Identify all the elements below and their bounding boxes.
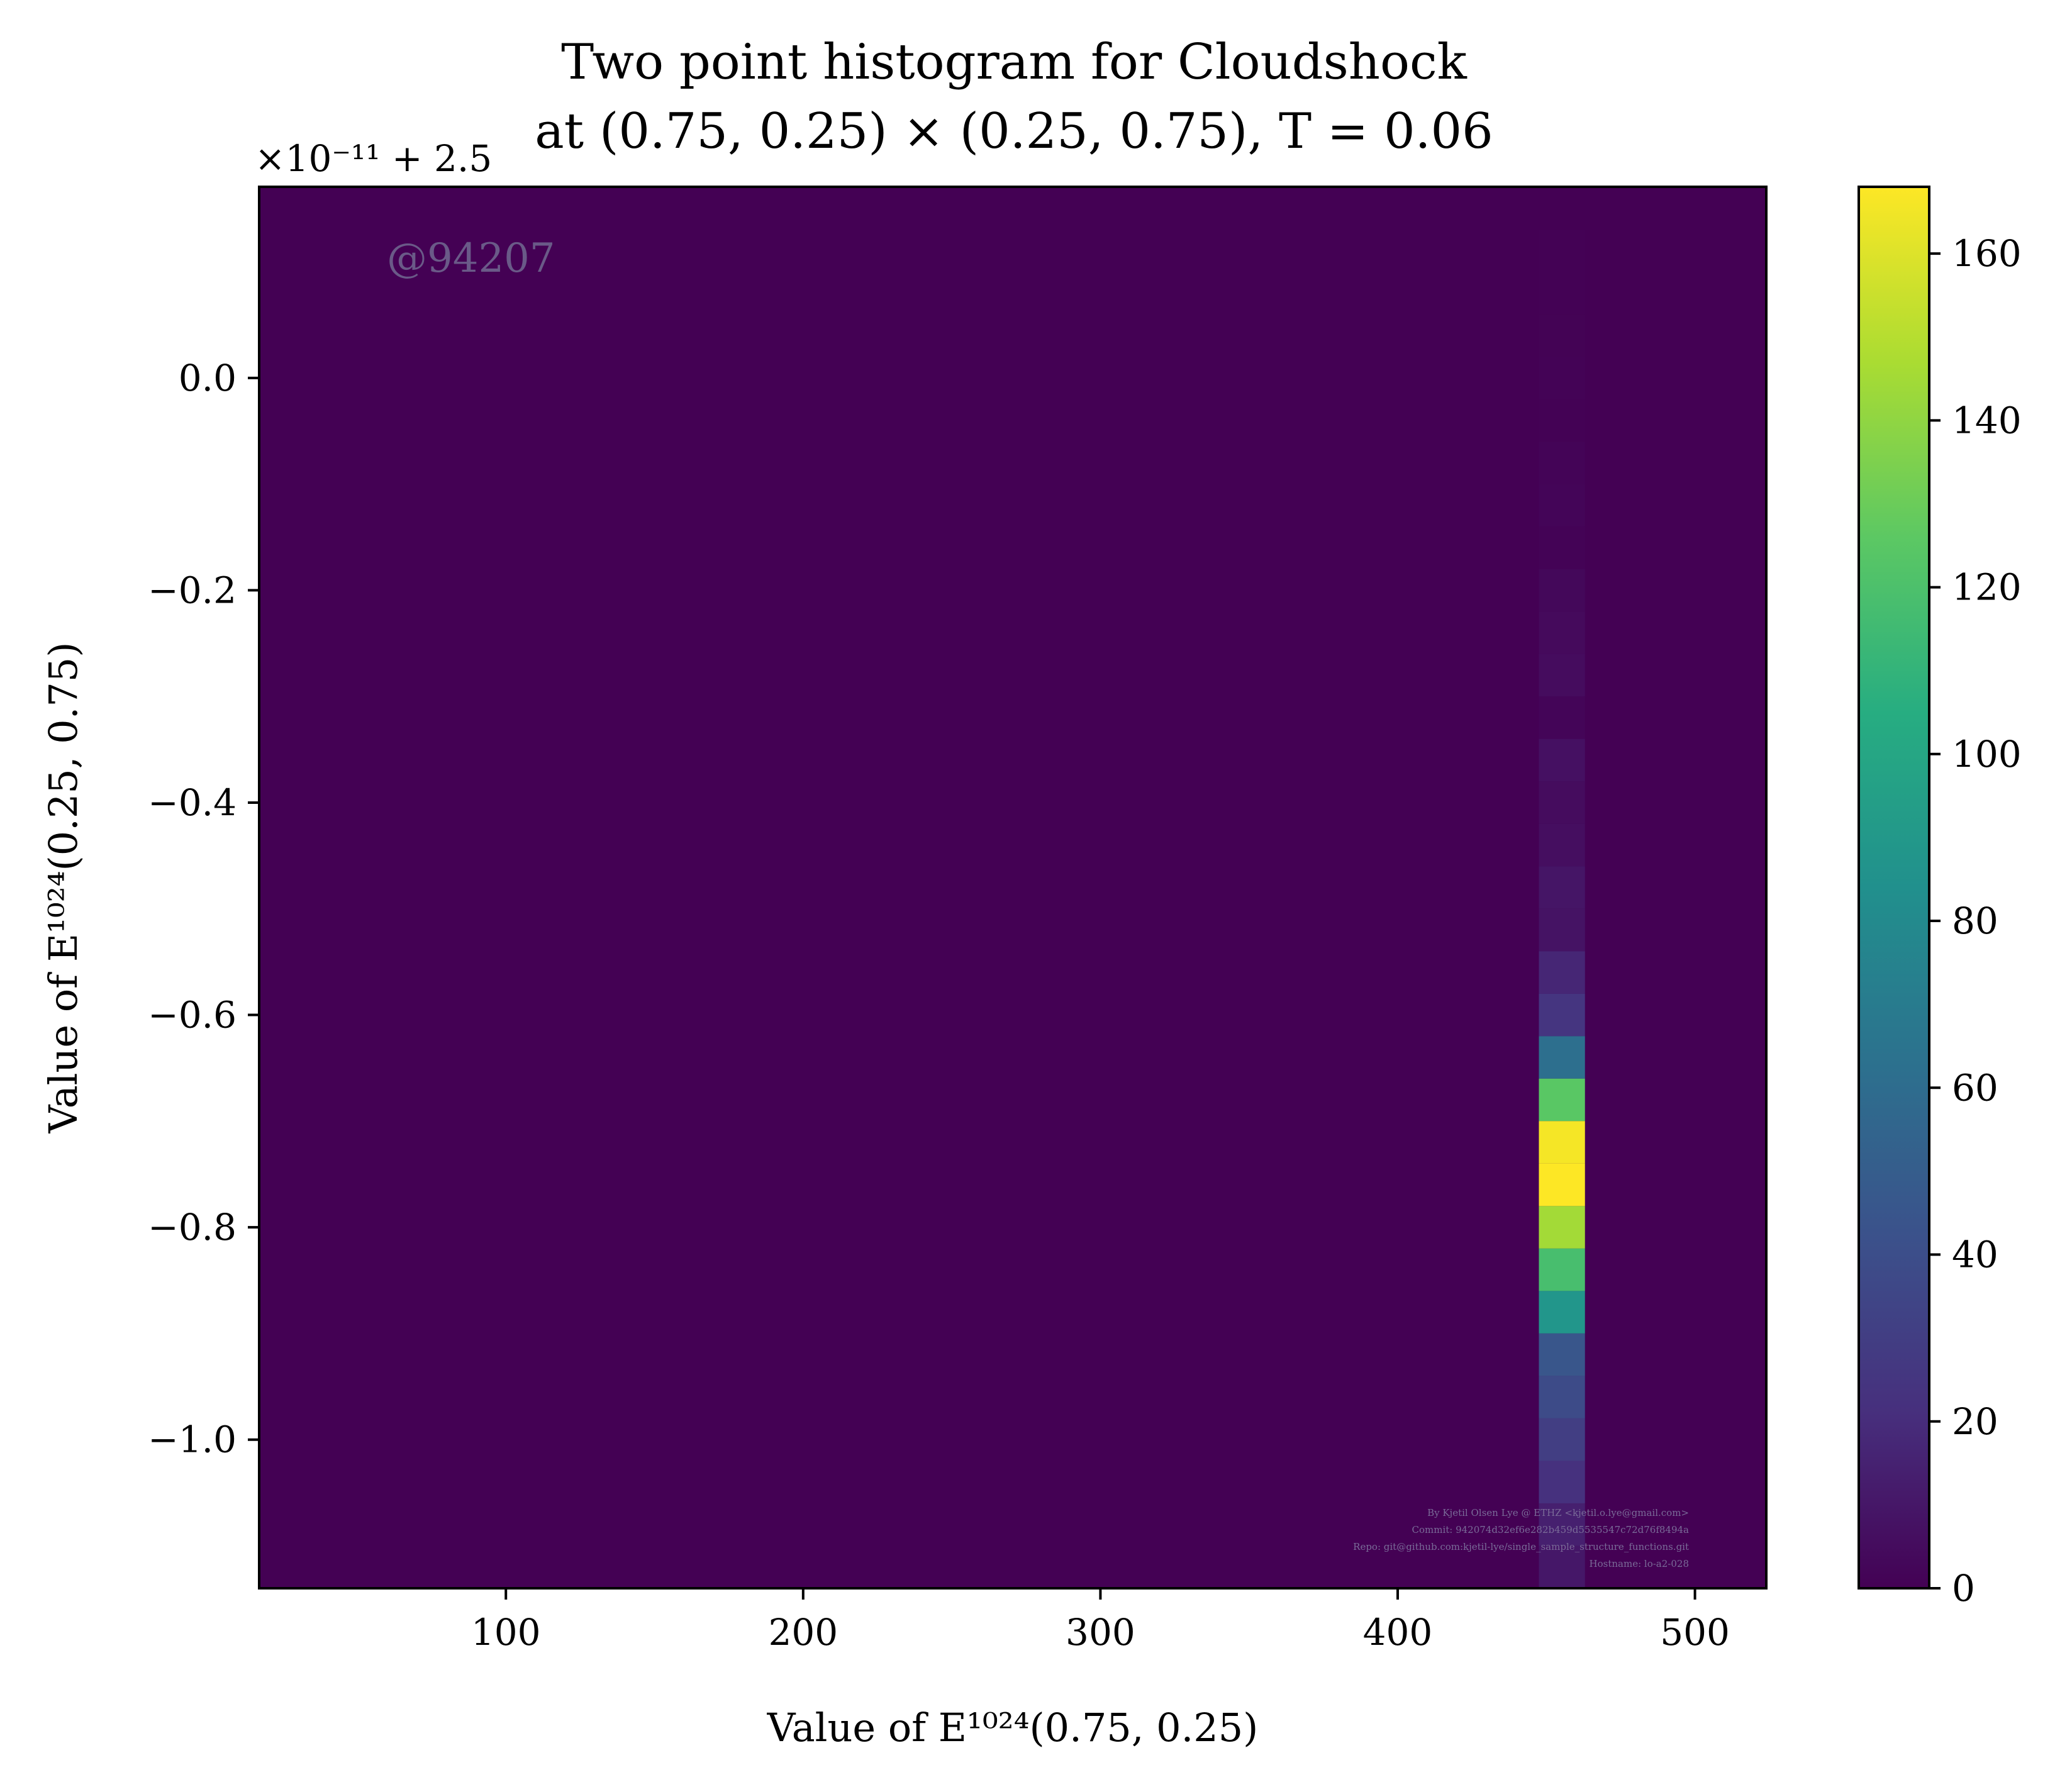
heatmap-cell	[1539, 866, 1585, 909]
heatmap-cell	[1539, 908, 1585, 952]
heatmap-cell	[1539, 1078, 1585, 1122]
heatmap-cell	[1539, 314, 1585, 357]
heatmap-cell	[1539, 738, 1585, 782]
heatmap-cell	[1539, 1545, 1585, 1588]
colorbar-tick-label: 60	[1952, 1066, 1998, 1109]
heatmap-cell	[1539, 1206, 1585, 1249]
heatmap-cells	[1539, 229, 1585, 1588]
credit-line-2: Commit: 942074d32ef6e282b459d5535547c72d…	[1412, 1524, 1689, 1535]
heatmap-cell	[1539, 781, 1585, 824]
x-tick-label: 200	[768, 1611, 838, 1654]
y-tick-label: −1.0	[148, 1418, 237, 1461]
heatmap-cell	[1539, 484, 1585, 527]
colorbar-tick-label: 80	[1952, 899, 1998, 942]
plot-frame	[258, 186, 1768, 1590]
colorbar	[1858, 186, 1930, 1590]
heatmap-cell	[1539, 1163, 1585, 1206]
heatmap-cell	[1539, 1418, 1585, 1461]
watermark-text: @94207	[387, 235, 555, 282]
chart-title-line-2: at (0.75, 0.25) × (0.25, 0.75), T = 0.06	[535, 103, 1493, 160]
x-axis-ticks: 100 200 300 400 500	[471, 1588, 1730, 1654]
heatmap-cell	[1539, 357, 1585, 399]
heatmap-cell	[1539, 442, 1585, 484]
y-axis-ticks: 0.0 −0.2 −0.4 −0.6 −0.8 −1.0	[148, 357, 259, 1461]
heatmap-cell	[1539, 1248, 1585, 1291]
colorbar-tick-label: 160	[1952, 232, 2022, 275]
heatmap-cell	[1539, 1461, 1585, 1503]
heatmap-background	[259, 187, 1766, 1588]
heatmap-cell	[1539, 993, 1585, 1037]
x-tick-label: 100	[471, 1611, 541, 1654]
x-tick-label: 500	[1660, 1611, 1730, 1654]
heatmap-cell	[1539, 823, 1585, 867]
heatmap-cell	[1539, 229, 1585, 272]
heatmap-cell	[1539, 696, 1585, 739]
y-tick-label: −0.2	[148, 569, 237, 611]
heatmap-cell	[1539, 1333, 1585, 1376]
x-tick-label: 400	[1363, 1611, 1433, 1654]
heatmap-cell	[1539, 1291, 1585, 1334]
x-tick-label: 300	[1066, 1611, 1135, 1654]
credits-block: By Kjetil Olsen Lye @ ETHZ <kjetil.o.lye…	[1353, 1507, 1689, 1569]
colorbar-tick-label: 0	[1952, 1567, 1975, 1610]
colorbar-ticks: 0 20 40 60 80 100 120 140 160	[1929, 232, 2022, 1610]
colorbar-tick-label: 20	[1952, 1400, 1998, 1443]
y-axis-label: Value of E¹⁰²⁴(0.25, 0.75)	[40, 642, 86, 1134]
credit-line-3: Repo: git@github.com:kjetil-lye/single_s…	[1353, 1541, 1689, 1552]
chart-title-line-1: Two point histogram for Cloudshock	[561, 34, 1468, 91]
y-tick-label: −0.6	[148, 994, 237, 1037]
heatmap-cell	[1539, 611, 1585, 654]
colorbar-tick-label: 40	[1952, 1233, 1998, 1276]
y-axis-offset-text: ×10⁻¹¹ + 2.5	[255, 137, 492, 180]
credit-line-1: By Kjetil Olsen Lye @ ETHZ <kjetil.o.lye…	[1427, 1507, 1689, 1518]
heatmap-cell	[1539, 526, 1585, 569]
heatmap-cell	[1539, 951, 1585, 994]
heatmap-cell	[1539, 569, 1585, 612]
y-tick-label: 0.0	[179, 357, 237, 399]
colorbar-tick-label: 120	[1952, 566, 2022, 609]
colorbar-tick-label: 140	[1952, 399, 2022, 442]
heatmap-cell	[1539, 654, 1585, 697]
credit-line-4: Hostname: lo-a2-028	[1590, 1558, 1689, 1569]
colorbar-tick-label: 100	[1952, 733, 2022, 776]
heatmap-cell	[1539, 1121, 1585, 1164]
heatmap-cell	[1539, 399, 1585, 442]
y-tick-label: −0.8	[148, 1206, 237, 1249]
heatmap-cell	[1539, 1376, 1585, 1418]
heatmap-cell	[1539, 272, 1585, 315]
y-tick-label: −0.4	[148, 781, 237, 824]
heatmap-cell	[1539, 1036, 1585, 1079]
x-axis-label: Value of E¹⁰²⁴(0.75, 0.25)	[767, 1705, 1259, 1751]
heatmap-cell	[1539, 1503, 1585, 1546]
